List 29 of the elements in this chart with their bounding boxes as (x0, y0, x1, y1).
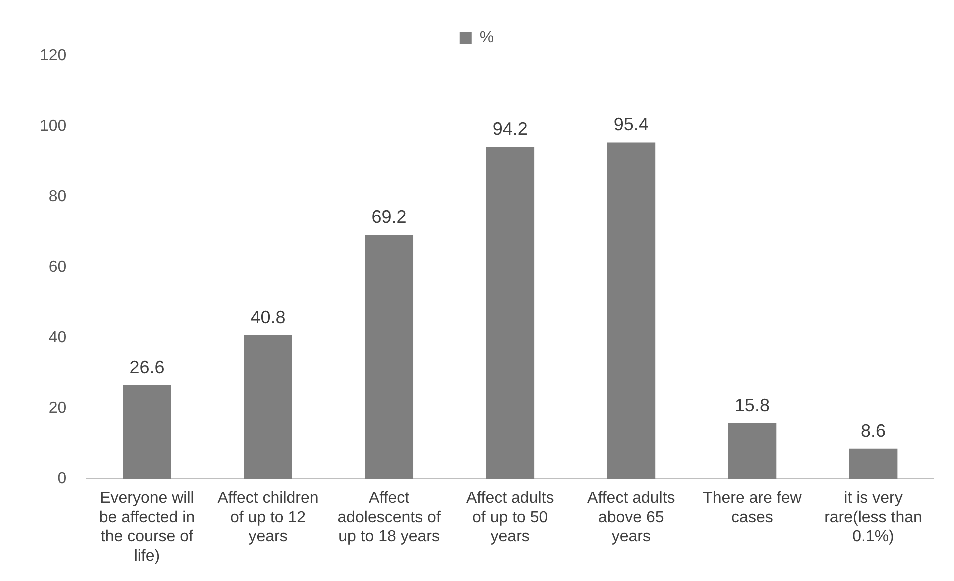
data-label: 69.2 (372, 207, 407, 228)
x-tick-label: Affect adolescents of up to 18 years (338, 490, 442, 546)
bar (486, 146, 535, 480)
x-tick-label: There are few cases (703, 490, 802, 526)
y-tick-label: 40 (48, 330, 67, 347)
data-label: 40.8 (250, 307, 286, 328)
bar (728, 423, 777, 480)
y-tick-label: 80 (48, 188, 67, 206)
legend-label: % (480, 29, 494, 46)
y-tick-label: 120 (40, 47, 67, 64)
bar (123, 385, 172, 480)
bar (607, 142, 656, 480)
x-tick-label: it is very rare(less than 0.1%) (824, 490, 922, 546)
bar (244, 335, 292, 480)
x-tick-label: Everyone will be affected in the course of life) (99, 490, 196, 565)
data-label: 8.6 (860, 420, 886, 441)
data-label: 26.6 (130, 357, 165, 378)
data-label: 94.2 (492, 118, 528, 139)
x-tick-label: Affect adults of up to 50 years (466, 490, 554, 546)
x-tick-label: Affect adults above 65 years (588, 490, 676, 546)
bar (365, 235, 414, 480)
bar (849, 448, 898, 480)
data-label: 95.4 (614, 114, 649, 135)
x-tick-label: Affect children of up to 12 years (218, 490, 319, 546)
y-tick-label: 60 (48, 259, 67, 276)
data-label: 15.8 (734, 395, 770, 416)
y-tick-label: 0 (58, 470, 67, 488)
y-tick-label: 20 (48, 400, 67, 418)
y-tick-label: 100 (40, 118, 67, 135)
